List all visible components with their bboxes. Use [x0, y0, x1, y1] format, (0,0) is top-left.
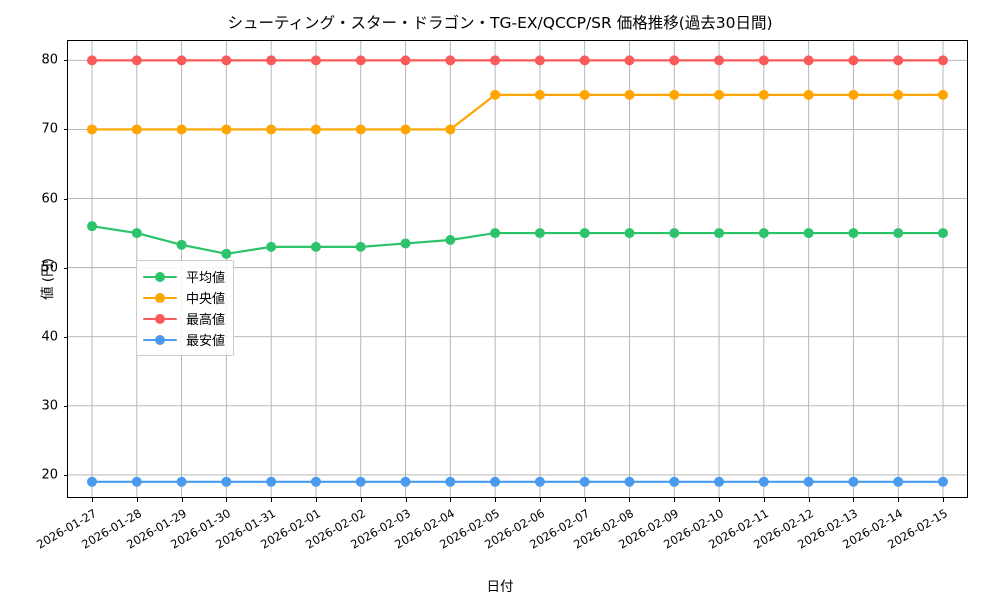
- legend-label: 最高値: [186, 313, 226, 328]
- x-tick-mark: [853, 498, 855, 502]
- x-tick-mark: [674, 498, 676, 502]
- series-4: [87, 476, 948, 487]
- y-tick-label: 70: [41, 121, 58, 137]
- x-tick-mark: [763, 498, 765, 502]
- x-tick-mark: [92, 498, 93, 502]
- y-tick-label: 60: [41, 191, 58, 207]
- legend-item-1[interactable]: 平均値: [143, 266, 225, 287]
- x-tick-mark: [808, 498, 810, 502]
- x-tick-mark: [898, 498, 900, 502]
- legend-swatch-icon: [143, 270, 177, 284]
- series-3: [87, 55, 948, 66]
- x-tick-mark: [943, 498, 944, 502]
- legend-label: 平均値: [186, 271, 226, 286]
- y-tick-label: 30: [41, 398, 58, 414]
- page-title: シューティング・スター・ドラゴン・TG-EX/QCCP/SR 価格推移(過去30…: [227, 14, 773, 32]
- legend-swatch-icon: [143, 333, 177, 347]
- x-tick-mark: [495, 498, 497, 502]
- y-tick-label: 20: [41, 467, 58, 483]
- legend-item-3[interactable]: 最高値: [143, 308, 225, 329]
- y-axis-label: 値 (円): [40, 258, 56, 300]
- x-tick-mark: [181, 498, 183, 502]
- x-tick-mark: [629, 498, 631, 502]
- legend-label: 中央値: [186, 292, 226, 307]
- x-tick-mark: [360, 498, 362, 502]
- legend-label: 最安値: [186, 334, 226, 349]
- x-tick-mark: [539, 498, 541, 502]
- x-tick-mark: [719, 498, 721, 502]
- x-tick-mark: [450, 498, 452, 502]
- series-2: [87, 89, 948, 135]
- y-tick-label: 80: [41, 52, 58, 68]
- x-tick-mark: [584, 498, 586, 502]
- x-tick-mark: [226, 498, 228, 502]
- chart-legend: 平均値中央値最高値最安値: [136, 260, 235, 356]
- x-tick-mark: [271, 498, 273, 502]
- legend-swatch-icon: [143, 291, 177, 305]
- plot-area: 平均値中央値最高値最安値: [67, 40, 968, 498]
- x-tick-mark: [136, 498, 138, 502]
- legend-swatch-icon: [143, 312, 177, 326]
- legend-item-2[interactable]: 中央値: [143, 287, 225, 308]
- legend-item-4[interactable]: 最安値: [143, 329, 225, 350]
- series-1: [87, 221, 948, 259]
- x-axis-label: 日付: [486, 579, 514, 595]
- plot-svg: [68, 41, 967, 497]
- x-tick-mark: [315, 498, 317, 502]
- x-tick-mark: [405, 498, 407, 502]
